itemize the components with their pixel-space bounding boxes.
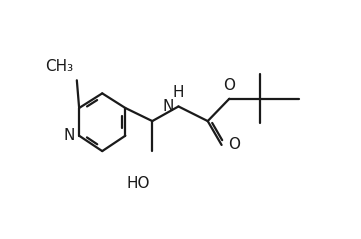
- Text: HO: HO: [127, 176, 150, 191]
- Text: O: O: [223, 78, 235, 92]
- Text: N: N: [63, 128, 74, 143]
- Text: O: O: [228, 137, 240, 152]
- Text: H: H: [173, 85, 184, 100]
- Text: CH₃: CH₃: [45, 59, 74, 74]
- Text: N: N: [162, 99, 174, 114]
